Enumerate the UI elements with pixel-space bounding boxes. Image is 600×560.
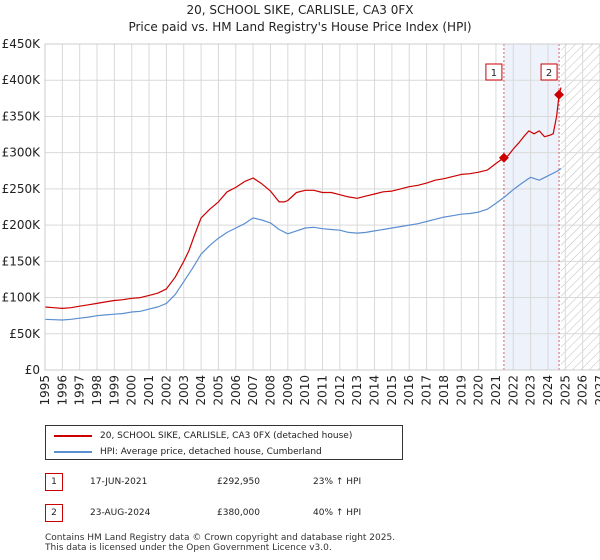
plot-frame [44,43,600,371]
sale-label-box [540,63,558,81]
chart-legend: 20, SCHOOL SIKE, CARLISLE, CA3 0FX (deta… [45,425,403,460]
x-tick-label: 2016 [402,375,416,406]
y-tick-label: £350K [2,109,42,123]
x-tick-label: 1997 [73,375,87,406]
series-line-property [44,87,562,309]
x-tick-label: 2009 [281,375,295,406]
x-tick-label: 2014 [368,375,382,406]
y-tick-label: £250K [2,182,42,196]
transaction-hpi-change: 23% ↑ HPI [313,477,362,487]
sale-label-text: 1 [491,68,497,79]
y-tick-label: £400K [2,73,42,87]
chart-title: 20, SCHOOL SIKE, CARLISLE, CA3 0FX [186,3,414,17]
sale-label-box [485,63,503,81]
footer-copyright: Contains HM Land Registry data © Crown c… [45,533,396,543]
x-tick-label: 2006 [229,375,243,406]
x-tick-label: 2013 [350,375,364,406]
legend-label-hpi: HPI: Average price, detached house, Cumb… [100,447,322,457]
legend-label-property: 20, SCHOOL SIKE, CARLISLE, CA3 0FX (deta… [100,431,353,441]
y-tick-label: £100K [2,291,42,305]
y-tick-label: £50K [9,327,41,341]
x-tick-label: 2005 [211,375,225,406]
transaction-hpi-change: 40% ↑ HPI [313,508,362,518]
x-tick-label: 2023 [524,375,538,406]
transaction-date: 23-AUG-2024 [90,508,151,518]
x-tick-label: 1995 [38,375,52,406]
x-tick-label: 2025 [558,375,572,406]
chart-subtitle: Price paid vs. HM Land Registry's House … [128,20,472,34]
y-tick-label: £0 [25,363,40,377]
x-tick-label: 2002 [159,375,173,406]
y-tick-label: £200K [2,218,42,232]
x-tick-label: 2000 [125,375,139,406]
legend-swatch-property [54,435,92,437]
sale-point-marker [498,152,509,163]
sale-period-highlight [503,44,560,370]
y-tick-label: £300K [2,146,42,160]
x-tick-label: 2026 [576,375,590,406]
x-tick-label: 2018 [437,375,451,406]
future-hatch-region [560,44,600,370]
x-tick-label: 2010 [298,375,312,406]
transaction-price: £292,950 [217,477,260,487]
footer-licence: This data is licensed under the Open Gov… [45,543,332,553]
x-tick-label: 2003 [177,375,191,406]
x-tick-label: 2017 [420,375,434,406]
legend-swatch-hpi [54,451,92,453]
x-tick-label: 1996 [55,375,69,406]
transaction-number-badge: 1 [45,473,63,491]
x-tick-label: 2004 [194,375,208,406]
sale-point-marker [554,89,565,100]
x-tick-label: 2012 [333,375,347,406]
y-tick-label: £150K [2,254,42,268]
x-tick-label: 2024 [541,375,555,406]
sale-label-text: 2 [546,68,552,79]
transaction-price: £380,000 [217,508,260,518]
y-tick-label: £450K [2,37,42,51]
x-tick-label: 1998 [90,375,104,406]
x-tick-label: 2019 [454,375,468,406]
x-tick-label: 1999 [107,375,121,406]
x-tick-label: 2020 [472,375,486,406]
x-tick-label: 2011 [316,375,330,406]
series-line-hpi [44,168,562,321]
x-tick-label: 2022 [506,375,520,406]
x-tick-label: 2001 [142,375,156,406]
price-chart: 1 2 £0 £50K £100K £150K £200K £250K £300K £350K £… [2,37,600,406]
x-tick-label: 2021 [489,375,503,406]
transaction-date: 17-JUN-2021 [90,477,148,487]
x-tick-label: 2027 [593,375,600,406]
x-tick-label: 2008 [263,375,277,406]
transaction-number-badge: 2 [45,504,63,522]
x-tick-label: 2007 [246,375,260,406]
x-tick-label: 2015 [385,375,399,406]
